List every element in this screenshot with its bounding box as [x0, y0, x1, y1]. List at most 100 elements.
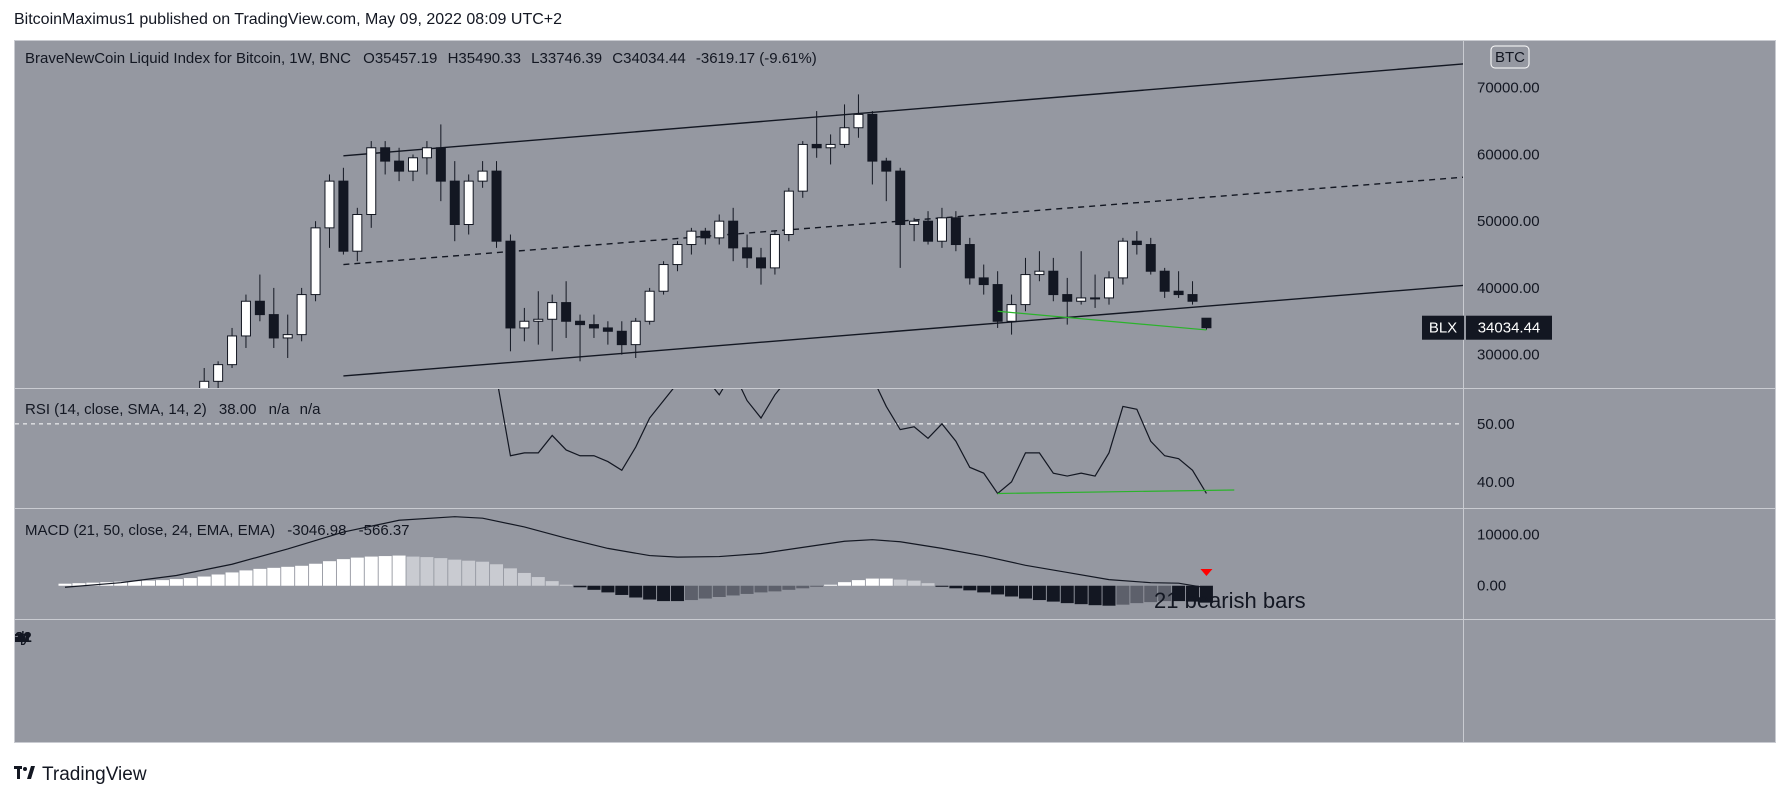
candle	[352, 207, 363, 262]
candle	[1145, 237, 1156, 275]
macd-histogram-bar	[977, 585, 991, 593]
candle	[867, 111, 878, 185]
macd-histogram-bar	[128, 581, 142, 586]
candle-body	[227, 335, 238, 366]
candle-body	[199, 380, 210, 388]
macd-histogram-bar	[1046, 585, 1060, 602]
chart-canvas[interactable]: 30000.00 40000.00 50000.00 60000.00 70000.00…	[15, 41, 1775, 742]
macd-histogram-bar	[949, 585, 963, 589]
channel-mid	[343, 176, 1463, 266]
candle-body	[992, 284, 1003, 322]
candle	[1117, 237, 1128, 285]
candle	[616, 321, 627, 355]
macd-histogram-bar	[879, 578, 893, 586]
candle	[923, 211, 934, 245]
macd-histogram-bar	[1116, 585, 1130, 605]
time-axis[interactable]: Nov2021MarMayJulSepNov2022MarMayJulSep	[15, 629, 32, 646]
candle-body	[616, 330, 627, 346]
candle	[825, 134, 836, 165]
price-axis[interactable]: 30000.00 40000.00 50000.00 60000.00 70000.00…	[1477, 80, 1540, 595]
candle	[895, 167, 906, 268]
candle	[964, 237, 975, 285]
candle-body	[853, 113, 864, 129]
candle-body	[1117, 240, 1128, 279]
candle	[658, 261, 669, 295]
candle	[756, 247, 766, 285]
candle-body	[839, 127, 850, 145]
published-line: BitcoinMaximus1 published on TradingView…	[14, 11, 563, 28]
rsi-line	[497, 389, 781, 472]
rsi-panel[interactable]	[15, 372, 1463, 495]
candle-body	[756, 257, 766, 269]
rsi-band-value: n/a	[300, 401, 322, 418]
candle-body	[950, 217, 961, 246]
chart-container[interactable]: 30000.00 40000.00 50000.00 60000.00 70000.00…	[14, 40, 1776, 743]
ohlc-change: -3619.17 (-9.61%)	[696, 50, 817, 67]
rsi-title: RSI (14, close, SMA, 14, 2)	[25, 401, 207, 418]
macd-histogram-bar	[587, 585, 601, 590]
time-tick-label: Sep	[15, 629, 28, 646]
candle	[783, 187, 794, 242]
macd-histogram-bar	[768, 585, 782, 592]
candle	[630, 317, 641, 358]
macd-histogram-bar	[963, 585, 977, 591]
candle-body	[1173, 290, 1184, 296]
candle-body	[588, 324, 599, 329]
candle	[742, 234, 753, 268]
macd-histogram-bar	[824, 584, 838, 586]
candle-body	[783, 190, 794, 236]
macd-histogram-bar	[1186, 585, 1200, 602]
candle-body	[1020, 274, 1031, 306]
tradingview-logo-icon	[14, 763, 36, 786]
candle-body	[533, 318, 544, 322]
candle	[839, 104, 850, 148]
macd-panel[interactable]	[58, 516, 1213, 606]
price-title: BraveNewCoin Liquid Index for Bitcoin, 1…	[25, 50, 351, 67]
candle	[1034, 251, 1045, 282]
macd-histogram-bar	[462, 560, 476, 586]
macd-histogram-bar	[796, 585, 810, 589]
macd-histogram-bar	[490, 564, 504, 586]
macd-histogram-bar	[281, 566, 295, 586]
macd-histogram-bar	[169, 579, 183, 586]
candle	[324, 174, 335, 248]
price-divergence-line	[997, 310, 1207, 331]
candle	[477, 161, 488, 188]
candle	[1159, 267, 1170, 298]
macd-histogram-bar	[1102, 585, 1116, 606]
macd-histogram-bar	[573, 585, 587, 588]
bearish-bars-annotation: 21 bearish bars	[1154, 588, 1306, 613]
macd-histogram-bar	[406, 556, 420, 586]
symbol-badge[interactable]: BTC	[1490, 45, 1530, 69]
candle	[199, 367, 210, 388]
candle	[909, 217, 920, 242]
candle	[533, 291, 544, 345]
candle-body	[186, 395, 195, 398]
candle-body	[519, 320, 530, 329]
macd-histogram-bar	[643, 585, 657, 600]
time-tick-label: 2021	[15, 629, 32, 646]
rsi-line	[877, 389, 1207, 495]
time-tick-label: Mar	[15, 629, 28, 646]
candle-body	[477, 170, 488, 182]
candle-body	[895, 170, 906, 226]
price-axis-tick-label: 50000.00	[1477, 213, 1540, 230]
candle-body	[714, 220, 725, 239]
candle-body	[421, 147, 432, 159]
tradingview-footer[interactable]: TradingView	[14, 763, 147, 786]
candle-body	[728, 220, 739, 249]
price-panel[interactable]	[186, 61, 1499, 408]
candle	[936, 207, 947, 248]
macd-histogram-bar	[155, 580, 169, 586]
candle-body	[936, 217, 947, 242]
candle	[227, 327, 238, 368]
candle	[380, 141, 391, 175]
candle	[686, 227, 697, 255]
price-axis-tick-label: 30000.00	[1477, 347, 1540, 364]
macd-histogram-bar	[1144, 585, 1158, 603]
macd-histogram-bar	[142, 580, 156, 586]
candle	[602, 321, 613, 345]
candle	[1076, 251, 1087, 305]
candle	[714, 214, 725, 245]
candle-body	[602, 327, 613, 332]
